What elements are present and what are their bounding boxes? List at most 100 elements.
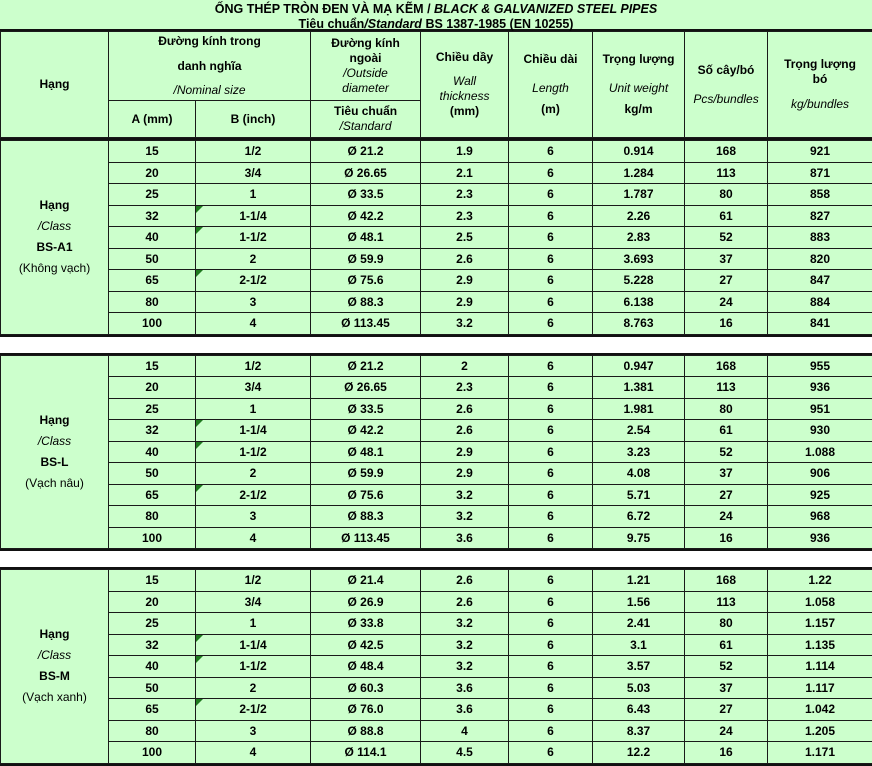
cell-value: 2 xyxy=(249,680,257,695)
cell-value: 25 xyxy=(145,187,159,202)
cell-content: 27 xyxy=(686,485,767,505)
cell-pcs-bundles: 16 xyxy=(684,741,768,764)
cell-content: 1 xyxy=(197,613,310,633)
cell-value: 27 xyxy=(719,702,733,717)
cell-content: 61 xyxy=(686,420,767,440)
cell-length: 6 xyxy=(508,376,593,399)
cell-value: 6.138 xyxy=(623,294,654,309)
title-line-2: Tiêu chuẩn/Standard BS 1387-1985 (EN 102… xyxy=(0,17,872,32)
cell-content: Ø 75.6 xyxy=(312,485,420,505)
cell-value: Ø 26.65 xyxy=(344,380,387,395)
cell-content: 12.2 xyxy=(594,742,684,762)
cell-content: 1.205 xyxy=(769,721,872,741)
cell-content: 1-1/4 xyxy=(196,205,310,226)
cell-content: Ø 113.45 xyxy=(312,528,420,548)
cell-content: Ø 48.4 xyxy=(312,656,420,676)
cell-content: 16 xyxy=(686,528,767,548)
cell-nominal-a: 80 xyxy=(108,505,196,528)
cell-bundle-weight: 936 xyxy=(767,526,872,549)
cell-value: 6.72 xyxy=(626,509,651,524)
cell-value: 1.284 xyxy=(623,165,654,180)
cell-content: 921 xyxy=(769,141,872,161)
cell-value: 1.9 xyxy=(456,144,473,159)
cell-nominal-b: 3 xyxy=(195,719,311,742)
class-label-line1: Hạng xyxy=(39,627,70,642)
cell-nominal-b: 1/2 xyxy=(195,140,311,163)
cell-value: 6 xyxy=(547,144,554,159)
cell-value: 6 xyxy=(547,594,554,609)
comment-marker-icon[interactable] xyxy=(196,656,203,663)
comment-marker-icon[interactable] xyxy=(196,634,203,642)
cell-content: 2.26 xyxy=(594,206,684,226)
cell-unit-weight: 2.83 xyxy=(592,226,685,249)
cell-value: 32 xyxy=(145,637,159,652)
cell-content: 6 xyxy=(510,613,592,633)
cell-wall-thickness: 3.2 xyxy=(420,655,509,678)
class-label-line2: /Class xyxy=(37,648,72,663)
cell-pcs-bundles: 37 xyxy=(684,462,768,485)
comment-marker-icon[interactable] xyxy=(196,441,203,449)
cell-nominal-b: 2-1/2 xyxy=(195,269,311,292)
comment-marker-icon[interactable] xyxy=(196,420,203,427)
cell-pcs-bundles: 168 xyxy=(684,140,768,163)
cell-value: Ø 59.9 xyxy=(347,466,384,481)
comment-marker-icon[interactable] xyxy=(196,699,203,706)
table-row: 65 2-1/2 Ø 75.6 3.2 6 5.71 27 925 xyxy=(1,483,872,506)
cell-content: Ø 113.45 xyxy=(312,313,420,333)
cell-content: 20 xyxy=(110,377,195,397)
cell-content: 858 xyxy=(769,184,872,204)
cell-content: 3.6 xyxy=(422,678,508,698)
cell-content: 6 xyxy=(510,184,592,204)
cell-value: 2.3 xyxy=(456,208,473,223)
cell-value: 80 xyxy=(145,294,159,309)
cell-value: 80 xyxy=(719,401,733,416)
cell-value: 2.9 xyxy=(456,466,473,481)
cell-value: 2.9 xyxy=(456,444,473,459)
cell-value: 1/2 xyxy=(244,358,262,373)
cell-length: 6 xyxy=(508,676,593,699)
cell-value: 1.114 xyxy=(805,659,835,674)
cell-value: 6 xyxy=(547,702,554,717)
cell-nominal-b: 1 xyxy=(195,397,311,420)
comment-marker-icon[interactable] xyxy=(196,205,203,213)
cell-content: 955 xyxy=(769,356,872,376)
cell-value: 20 xyxy=(145,380,159,395)
cell-content: 37 xyxy=(686,249,767,269)
comment-marker-icon[interactable] xyxy=(196,270,203,277)
cell-value: 6 xyxy=(547,616,554,631)
cell-content: 5.228 xyxy=(594,270,684,290)
cell-content: 3.2 xyxy=(422,613,508,633)
cell-content: 61 xyxy=(686,206,767,226)
cell-pcs-bundles: 113 xyxy=(684,161,768,184)
cell-pcs-bundles: 61 xyxy=(684,633,768,656)
cell-content: 1.042 xyxy=(769,699,872,719)
cell-content: 1 xyxy=(197,399,310,419)
cell-value: 6 xyxy=(547,230,554,245)
cell-value: 2 xyxy=(461,358,468,373)
standard-code: BS 1387-1985 (EN 10255) xyxy=(425,17,574,31)
header-class: Hạng xyxy=(0,31,109,138)
cell-wall-thickness: 2.5 xyxy=(420,226,509,249)
cell-nominal-a: 20 xyxy=(108,161,196,184)
cell-value: Ø 75.6 xyxy=(347,487,384,502)
cell-outside-diameter: Ø 48.4 xyxy=(310,655,421,678)
cell-value: 3/4 xyxy=(244,594,262,609)
cell-pcs-bundles: 37 xyxy=(684,676,768,699)
table-row: 25 1 Ø 33.5 2.6 6 1.981 80 951 xyxy=(1,397,872,420)
cell-value: Ø 76.0 xyxy=(347,702,384,717)
cell-value: 930 xyxy=(809,423,831,438)
cell-bundle-weight: 1.117 xyxy=(767,676,872,699)
comment-marker-icon[interactable] xyxy=(196,484,203,492)
cell-value: 858 xyxy=(809,187,831,202)
cell-length: 6 xyxy=(508,419,593,442)
cell-content: 6 xyxy=(510,592,592,612)
comment-marker-icon[interactable] xyxy=(196,227,203,234)
cell-value: 2.3 xyxy=(456,380,473,395)
header-length-vi: Chiều dài xyxy=(523,52,578,66)
cell-value: 2.1 xyxy=(456,165,473,180)
cell-content: Ø 42.5 xyxy=(312,635,420,655)
cell-value: 1.042 xyxy=(804,702,836,717)
cell-content: 6 xyxy=(510,206,592,226)
cell-length: 6 xyxy=(508,354,593,377)
cell-outside-diameter: Ø 88.8 xyxy=(310,719,421,742)
